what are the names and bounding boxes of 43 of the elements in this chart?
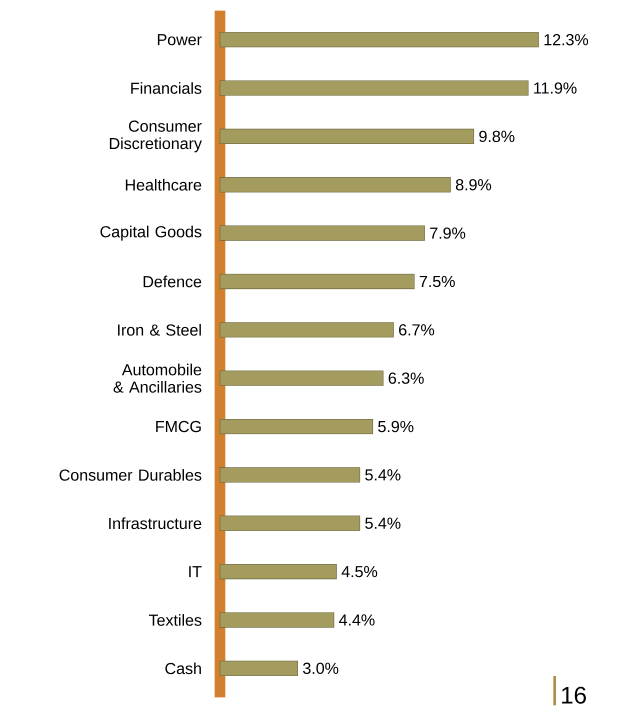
y-tick-label: Consumer Durables [60,469,202,481]
bar [220,612,334,628]
data-label: 11.9% [534,82,577,94]
y-tick-label: Capital Goods [100,226,202,241]
bar [220,564,337,580]
y-tick-label: Textiles [148,614,202,626]
y-tick-label: FMCG [156,420,201,432]
bar [220,516,360,531]
bar [220,128,474,144]
bar [220,226,425,241]
y-tick-label: Consumer Discretionary [110,120,202,152]
bar [220,660,298,676]
y-tick-label: Defence [144,276,202,288]
data-label: 7.5% [420,276,455,288]
y-tick-label: Healthcare [126,178,202,191]
bar [220,418,374,434]
data-label: 4.5% [342,566,378,578]
data-label: 4.4% [339,614,375,626]
bar [220,32,539,48]
bar [220,177,451,192]
bar [220,274,415,290]
bar [220,467,360,483]
data-label: 12.3% [544,34,588,46]
y-tick-label: Automobile & Ancillaries [114,364,202,393]
y-tick-label: Infrastructure [109,517,202,530]
bar [220,370,384,386]
y-tick-label: Financials [131,82,202,94]
y-tick-label: Power [158,34,202,46]
data-label: 5.4% [365,469,400,481]
data-label: 3.0% [303,662,338,674]
data-label: 6.3% [388,372,424,384]
text: 16 [562,686,586,704]
data-label: 9.8% [479,130,514,142]
y-tick-label: Iron & Steel [118,324,201,336]
data-label: 5.4% [365,518,400,529]
bar [220,80,528,96]
y-tick-label: IT [189,566,202,578]
data-label: 6.7% [399,324,434,336]
bar [220,322,394,338]
data-label: 8.9% [456,179,492,190]
y-tick-label: Cash [165,662,201,674]
data-label: 7.9% [430,227,466,239]
data-label: 5.9% [378,420,414,432]
